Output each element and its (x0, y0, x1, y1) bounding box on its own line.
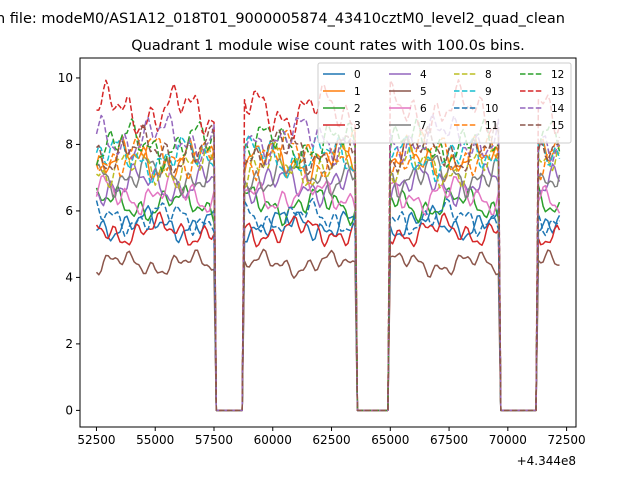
y-tick-label-0: 0 (65, 403, 73, 417)
legend-label-10: 10 (485, 103, 498, 115)
x-tick-label-70000: 70000 (489, 433, 527, 447)
y-tick-label-8: 8 (65, 137, 73, 151)
legend-label-4: 4 (420, 69, 427, 81)
legend-label-14: 14 (551, 103, 565, 115)
legend-label-9: 9 (485, 86, 492, 98)
legend-label-8: 8 (485, 69, 492, 81)
legend-label-12: 12 (551, 69, 564, 81)
y-tick-label-4: 4 (65, 270, 73, 284)
legend-label-5: 5 (420, 86, 427, 98)
chart-title: Quadrant 1 module wise count rates with … (131, 38, 525, 54)
legend-label-7: 7 (420, 120, 427, 132)
series-line-2 (95, 184, 561, 412)
series-line-4 (95, 163, 561, 412)
x-tick-label-67500: 67500 (430, 433, 468, 447)
y-tick-label-2: 2 (65, 337, 73, 351)
series-line-6 (95, 172, 561, 412)
x-tick-label-52500: 52500 (77, 433, 115, 447)
x-tick-label-65000: 65000 (371, 433, 409, 447)
x-tick-label-60000: 60000 (254, 433, 292, 447)
legend-label-1: 1 (354, 86, 361, 98)
series-line-5 (95, 248, 560, 412)
legend-box (317, 62, 572, 144)
y-tick-label-10: 10 (58, 71, 73, 85)
x-tick-label-55000: 55000 (136, 433, 174, 447)
series-line-8 (96, 141, 561, 412)
series-line-0 (96, 204, 561, 412)
y-axis: 0 2 4 6 8 10 (58, 71, 80, 417)
x-tick-label-57500: 57500 (195, 433, 233, 447)
figure-suptitle: n file: modeM0/AS1A12_018T01_9000005874_… (0, 11, 565, 27)
series-line-9 (95, 134, 561, 412)
legend-label-11: 11 (485, 120, 498, 132)
legend-label-13: 13 (551, 86, 564, 98)
legend-label-15: 15 (551, 120, 564, 132)
x-tick-label-62500: 62500 (312, 433, 350, 447)
plot-frame (79, 57, 577, 428)
legend-label-3: 3 (354, 120, 361, 132)
y-tick-label-6: 6 (65, 204, 73, 218)
series-line-15 (95, 122, 561, 412)
series-line-10 (95, 197, 561, 412)
legend-label-2: 2 (354, 103, 361, 115)
series-line-11 (95, 129, 561, 412)
x-offset-label: +4.344e8 (517, 454, 576, 468)
legend-label-0: 0 (354, 69, 361, 81)
series-line-7 (96, 150, 561, 412)
legend-label-6: 6 (420, 103, 427, 115)
series-line-3 (95, 211, 561, 412)
x-tick-label-72500: 72500 (548, 433, 586, 447)
x-axis: 52500 55000 57500 60000 62500 65000 67500 70000… (77, 427, 586, 447)
